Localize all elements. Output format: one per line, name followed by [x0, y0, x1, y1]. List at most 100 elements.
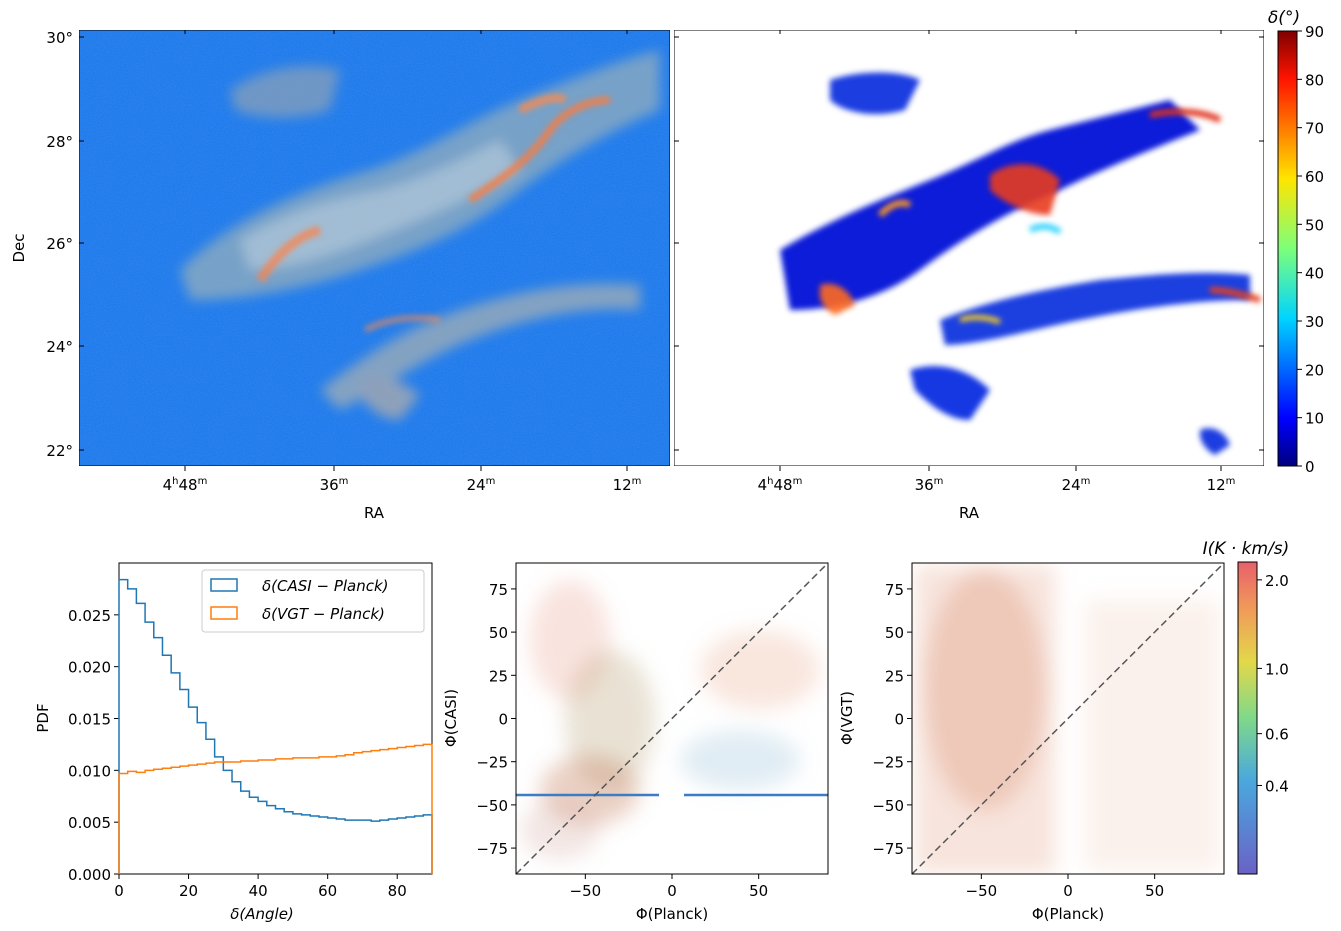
legend-label-vgt: δ(VGT − Planck) — [262, 605, 385, 623]
colorbar-tick-label: 90 — [1305, 23, 1324, 41]
y-axis-label: Dec — [10, 233, 28, 262]
hist-xticks: 0 20 40 60 80 — [114, 874, 407, 900]
ytick: 24° — [46, 338, 84, 356]
colorbar-tick-label: 0.4 — [1265, 777, 1289, 795]
scatter-ticks: 75 50 25 0 −25 −50 −75 −50 0 50 — [872, 581, 1164, 900]
xtick-label: −50 — [966, 882, 998, 900]
xtick: 12m — [613, 30, 642, 494]
legend: δ(CASI − Planck) δ(VGT − Planck) — [201, 569, 425, 633]
colorbar-ticks: 0 10 20 30 40 50 60 70 80 90 — [1297, 23, 1324, 476]
xtick: 36m — [915, 30, 944, 494]
emission-ridges — [256, 94, 611, 333]
ytick-label: 25 — [885, 667, 904, 685]
ytick-label: −25 — [872, 754, 904, 772]
colorbar-tick-label: 80 — [1305, 71, 1324, 89]
ytick-label: 0.010 — [68, 762, 111, 780]
ytick-label: 50 — [885, 624, 904, 642]
ytick-label: 0.020 — [68, 659, 111, 677]
ytick-label: −25 — [476, 754, 508, 772]
colorbar-tick-label: 70 — [1305, 120, 1324, 138]
intensity-colorbar: I(K · km/s) 2.0 1.0 0.6 0.4 — [1203, 539, 1290, 875]
ytick: 26° — [46, 235, 84, 253]
identity-line — [516, 563, 828, 874]
ytick-label: −50 — [872, 797, 904, 815]
xtick-label: 4h48m — [758, 476, 803, 494]
ytick-label: 26° — [46, 235, 73, 253]
x-axis-label: Φ(Planck) — [1032, 905, 1104, 923]
xtick: 12m — [1207, 30, 1236, 494]
high-angle-regions — [819, 108, 1261, 325]
colorbar-tick-label: 40 — [1305, 265, 1324, 283]
ytick-label: 25 — [489, 667, 508, 685]
y-axis-label: Φ(VGT) — [838, 691, 856, 745]
xtick: 4h48m — [163, 30, 208, 494]
xtick-label: 4h48m — [163, 476, 208, 494]
scatter-density — [915, 565, 1220, 873]
vgt-vs-planck-scatter: 75 50 25 0 −25 −50 −75 −50 0 50 Φ(VGT) Φ(Planck) — [838, 562, 1225, 923]
top-left-yticks: 30° 28° 26° 24° 22° — [46, 29, 84, 460]
x-axis-label: δ(Angle) — [230, 905, 294, 923]
colorbar-label: δ(°) — [1268, 8, 1300, 28]
colorbar-tick-label: 0 — [1305, 458, 1315, 476]
hist-series — [118, 578, 433, 874]
colorbar-tick-label: 20 — [1305, 361, 1324, 379]
xtick-label: 36m — [915, 476, 944, 494]
y-axis-label: PDF — [34, 703, 52, 732]
ytick: 28° — [46, 133, 84, 151]
xtick-label: 24m — [1062, 476, 1091, 494]
ytick-label: 75 — [489, 581, 508, 599]
casi-vs-planck-scatter: 75 50 25 0 −25 −50 −75 −50 0 50 Φ(CASI) Φ(Planck) — [442, 562, 829, 923]
ytick-label: 24° — [46, 338, 73, 356]
pdf-histogram: 0.000 0.005 0.010 0.015 0.020 0.025 0 20 40 60 80… — [34, 562, 433, 923]
legend-box — [201, 569, 425, 633]
ytick-label: 75 — [885, 581, 904, 599]
xtick-label: 12m — [613, 476, 642, 494]
blue-regions — [780, 72, 1250, 455]
scatter-ticks: 75 50 25 0 −25 −50 −75 −50 0 50 — [476, 581, 768, 900]
angle-colorbar: δ(°) 0 10 20 30 40 50 60 70 80 90 — [1268, 8, 1324, 476]
ytick-label: 0.015 — [68, 711, 111, 729]
xtick: 36m — [320, 30, 349, 494]
casi-intensity-map — [79, 30, 670, 466]
ytick-label: 30° — [46, 29, 73, 47]
identity-line — [912, 563, 1224, 874]
ytick-label: 0.000 — [68, 866, 111, 884]
colorbar-tick-label: 30 — [1305, 313, 1324, 331]
x-axis-label: RA — [364, 504, 385, 522]
ytick: 30° — [46, 29, 84, 47]
top-left-xticks: 4h48m 36m 24m 12m — [163, 30, 642, 494]
colorbar-gradient — [1237, 561, 1258, 875]
xtick-label: 0 — [114, 882, 124, 900]
legend-swatch-casi — [210, 578, 238, 592]
ytick-label: 0 — [498, 711, 508, 729]
ytick-label: 22° — [46, 442, 73, 460]
xtick-label: 50 — [749, 882, 768, 900]
ytick-label: 0.025 — [68, 607, 111, 625]
legend-label-casi: δ(CASI − Planck) — [262, 577, 389, 595]
ytick-label: 0 — [894, 711, 904, 729]
hist-series-1 — [118, 743, 433, 874]
xtick-label: 60 — [318, 882, 337, 900]
y-axis-label: Φ(CASI) — [442, 689, 460, 747]
ytick-label: −75 — [476, 840, 508, 858]
hist-yticks: 0.000 0.005 0.010 0.015 0.020 0.025 — [68, 607, 119, 884]
xtick-label: 20 — [179, 882, 198, 900]
xtick-label: 50 — [1145, 882, 1164, 900]
x-axis-label: Φ(Planck) — [636, 905, 708, 923]
colorbar-ticks: 2.0 1.0 0.6 0.4 — [1257, 572, 1289, 795]
top-right-xticks: 4h48m 36m 24m 12m — [758, 30, 1236, 494]
ytick-label: 0.005 — [68, 814, 111, 832]
xtick-label: 36m — [320, 476, 349, 494]
top-left-axes: 30° 28° 26° 24° 22° Dec 4h48m 36m 24m 12… — [10, 29, 641, 522]
colorbar-label: I(K · km/s) — [1203, 539, 1290, 559]
xtick: 24m — [467, 30, 495, 494]
xtick-label: 12m — [1207, 476, 1236, 494]
colorbar-tick-label: 10 — [1305, 410, 1324, 428]
top-right-axes: 4h48m 36m 24m 12m RA — [674, 30, 1264, 522]
xtick: 4h48m — [758, 30, 803, 494]
colorbar-tick-label: 60 — [1305, 168, 1324, 186]
legend-swatch-vgt — [210, 606, 238, 620]
angle-difference-map — [674, 30, 1264, 466]
colorbar-gradient — [1277, 30, 1298, 467]
